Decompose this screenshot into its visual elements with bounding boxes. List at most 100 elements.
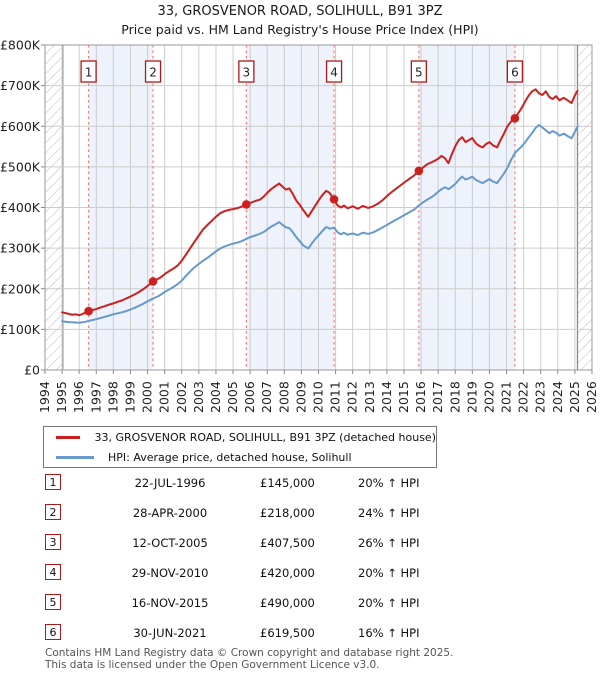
x-axis-tick-label: 2020 [481, 381, 496, 413]
property-series-line [61, 88, 579, 317]
hpi-line-swatch [56, 455, 94, 459]
transaction-hpi-delta: 24% ↑ HPI [358, 506, 420, 520]
x-axis-tick-label: 2015 [396, 381, 411, 413]
sale-marker-dot [414, 166, 424, 176]
transaction-hpi-delta: 16% ↑ HPI [358, 626, 420, 640]
y-axis-tick-label: £300K [0, 241, 41, 256]
copyright-line-1: Contains HM Land Registry data © Crown c… [45, 647, 454, 659]
sale-number-box [80, 60, 97, 83]
x-axis-tick-label: 2023 [533, 381, 548, 413]
sale-marker-dot [84, 306, 93, 316]
transaction-row: 6 30-JUN-2021 £619,500 16% ↑ HPI [45, 624, 565, 644]
x-axis-tick-label: 2025 [567, 381, 582, 413]
page-subtitle: Price paid vs. HM Land Registry's House … [121, 22, 479, 37]
transaction-date: 29-NOV-2010 [131, 566, 209, 580]
transaction-hpi-delta: 20% ↑ HPI [358, 566, 420, 580]
transaction-price: £407,500 [260, 536, 315, 550]
hpi-series-line [61, 124, 579, 324]
x-axis-tick-label: 1996 [71, 381, 86, 413]
x-axis-tick-label: 2001 [157, 381, 172, 413]
y-axis-tick-label: £0 [24, 363, 40, 378]
transaction-price: £218,000 [260, 506, 315, 520]
transaction-date: 16-NOV-2015 [131, 596, 209, 610]
y-axis-tick-label: £400K [0, 200, 41, 215]
x-axis-tick-label: 2022 [516, 381, 531, 413]
transaction-price: £619,500 [260, 626, 315, 640]
sale-marker-dot [148, 277, 158, 286]
transaction-date: 12-OCT-2005 [132, 536, 208, 550]
sale-number-label: 4 [330, 66, 338, 80]
x-axis-tick-label: 2000 [140, 381, 155, 413]
transaction-number-badge: 6 [45, 624, 61, 640]
price-history-chart: 1994 1995 1996 1997 1998 1999 2000 2001 2002 2003… [0, 38, 599, 414]
sale-number-box [506, 60, 524, 83]
transaction-row: 5 16-NOV-2015 £490,000 20% ↑ HPI [45, 594, 565, 614]
sale-number-label: 3 [243, 66, 251, 80]
x-axis-tick-label: 2009 [293, 381, 308, 413]
transaction-date: 28-APR-2000 [132, 506, 208, 520]
transaction-row: 1 22-JUL-1996 £145,000 20% ↑ HPI [45, 474, 565, 494]
x-axis-tick-label: 2021 [499, 381, 514, 413]
y-axis-tick-label: £200K [0, 281, 41, 296]
sale-number-label: 6 [511, 66, 519, 80]
transaction-date: 22-JUL-1996 [134, 476, 206, 490]
transaction-hpi-delta: 20% ↑ HPI [358, 596, 420, 610]
x-axis-tick-label: 1995 [54, 381, 69, 413]
plot-grid: 1994 1995 1996 1997 1998 1999 2000 2001 2002 2003… [0, 38, 599, 414]
sale-number-label: 2 [149, 66, 157, 80]
legend: 33, GROSVENOR ROAD, SOLIHULL, B91 3PZ (d… [43, 426, 437, 468]
x-axis-tick-label: 2011 [328, 381, 343, 413]
sale-marker-dot [510, 114, 520, 123]
x-axis-tick-label: 1999 [122, 381, 137, 413]
x-axis-tick-label: 2017 [430, 381, 445, 413]
x-axis-tick-label: 2008 [276, 381, 291, 413]
transaction-number-badge: 5 [45, 594, 61, 610]
y-axis-tick-label: £700K [0, 78, 41, 93]
sale-number-box [238, 60, 255, 83]
x-axis-tick-label: 2006 [242, 381, 257, 413]
sale-number-box [144, 60, 162, 83]
page-title: 33, GROSVENOR ROAD, SOLIHULL, B91 3PZ [157, 4, 443, 19]
transaction-price: £420,000 [260, 566, 315, 580]
sale-number-label: 5 [415, 66, 423, 80]
x-axis-tick-label: 2019 [464, 381, 479, 413]
sale-number-box [325, 60, 343, 83]
y-axis-tick-label: £100K [0, 322, 41, 337]
transaction-row: 3 12-OCT-2005 £407,500 26% ↑ HPI [45, 534, 565, 554]
x-axis-tick-label: 1997 [88, 381, 103, 413]
plot-border [44, 44, 593, 371]
transaction-row: 2 28-APR-2000 £218,000 24% ↑ HPI [45, 504, 565, 524]
sale-marker-dot [242, 200, 251, 209]
legend-row-property: 33, GROSVENOR ROAD, SOLIHULL, B91 3PZ (d… [44, 427, 436, 447]
x-axis-tick-label: 2012 [345, 381, 360, 413]
x-axis-tick-label: 2026 [584, 381, 599, 413]
transaction-number-badge: 4 [45, 564, 61, 580]
x-axis-tick-label: 2007 [259, 381, 274, 413]
y-axis-tick-label: £800K [0, 38, 41, 53]
legend-row-hpi: HPI: Average price, detached house, Soli… [44, 447, 436, 467]
x-axis-tick-label: 1998 [105, 381, 120, 413]
x-axis-tick-label: 2004 [208, 381, 223, 413]
transaction-number-badge: 3 [45, 534, 61, 550]
transaction-price: £490,000 [260, 596, 315, 610]
y-axis-tick-label: £600K [0, 119, 41, 134]
sale-number-label: 1 [85, 66, 93, 80]
x-axis-tick-label: 2016 [413, 381, 428, 413]
transaction-number-badge: 1 [45, 474, 61, 490]
transaction-row: 4 29-NOV-2010 £420,000 20% ↑ HPI [45, 564, 565, 584]
x-axis-tick-label: 2005 [225, 381, 240, 413]
copyright-line-2: This data is licensed under the Open Gov… [45, 659, 380, 671]
transaction-number-badge: 2 [45, 504, 61, 520]
x-axis-tick-label: 2018 [447, 381, 462, 413]
sale-marker-dot [329, 195, 339, 204]
sale-number-box [410, 60, 427, 83]
transaction-date: 30-JUN-2021 [133, 626, 207, 640]
y-axis-tick-label: £500K [0, 159, 41, 174]
property-line-swatch [56, 435, 81, 439]
legend-label-property: 33, GROSVENOR ROAD, SOLIHULL, B91 3PZ (d… [94, 430, 436, 444]
legend-label-hpi: HPI: Average price, detached house, Soli… [108, 450, 352, 464]
transaction-hpi-delta: 20% ↑ HPI [358, 476, 420, 490]
transaction-hpi-delta: 26% ↑ HPI [358, 536, 420, 550]
x-axis-tick-label: 2002 [174, 381, 189, 413]
x-axis-tick-label: 2013 [362, 381, 377, 413]
